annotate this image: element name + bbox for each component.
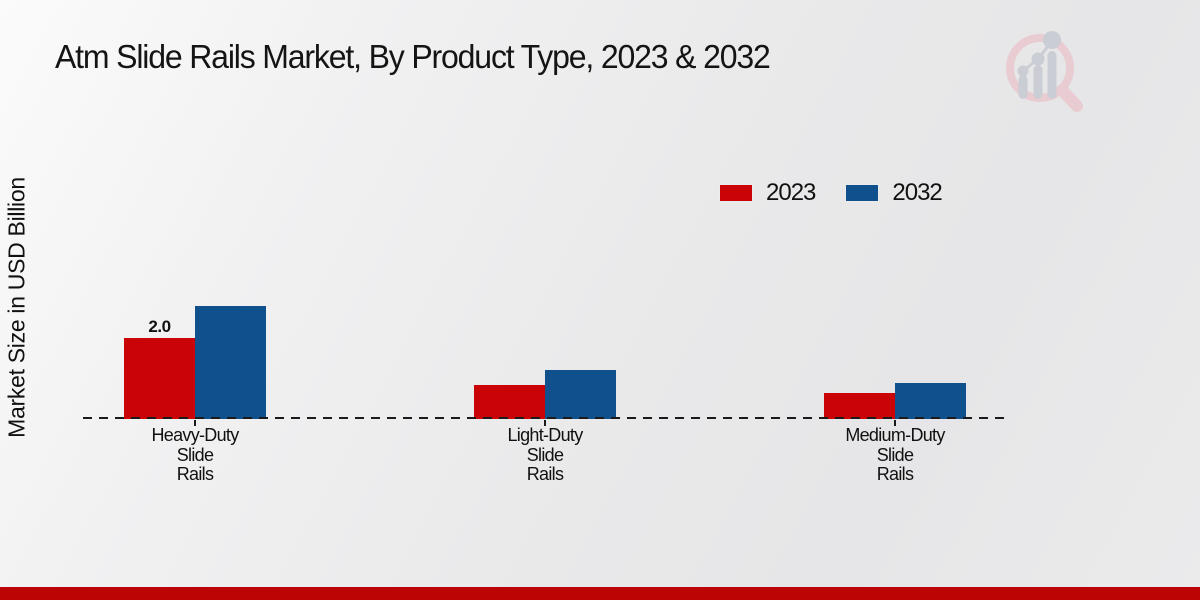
legend-item-2023: 2023 [719,179,816,207]
category-label-line: Heavy-Duty [151,425,239,445]
category-label-line: Slide [876,444,914,465]
x-axis-tick-heavy-duty-slide-rails [194,420,196,426]
legend-label-2023: 2023 [766,179,816,206]
legend-swatch-2023-icon [719,184,753,202]
bar-heavy-duty-slide-rails-2023 [124,338,195,419]
legend: 2023 2032 [719,179,943,207]
x-axis-baseline [83,417,1008,419]
category-label-medium-duty-slide-rails: Medium-Duty Slide Rails [815,425,975,485]
category-label-line: Slide [176,444,214,465]
x-axis-tick-medium-duty-slide-rails [894,420,896,426]
bar-medium-duty-slide-rails-2023 [824,393,895,419]
category-label-line: Slide [526,444,564,465]
footer-red-band [0,587,1200,600]
category-label-line: Rails [526,464,564,484]
bar-medium-duty-slide-rails-2032 [895,383,966,419]
category-label-heavy-duty-slide-rails: Heavy-Duty Slide Rails [115,425,275,485]
legend-swatch-2032-icon [845,184,880,202]
category-label-line: Rails [876,464,914,484]
legend-label-2032: 2032 [892,179,942,206]
bar-heavy-duty-slide-rails-2032 [195,306,266,419]
chart-title: Atm Slide Rails Market, By Product Type,… [55,38,771,75]
bar-light-duty-slide-rails-2032 [545,370,616,419]
category-label-light-duty-slide-rails: Light-Duty Slide Rails [465,425,625,485]
category-label-line: Rails [176,464,214,484]
category-label-line: Medium-Duty [845,425,945,445]
bar-value-label-heavy-duty-slide-rails-2023: 2.0 [148,317,171,336]
x-axis-tick-light-duty-slide-rails [544,420,546,426]
magnifier-bar-chart-logo-icon [993,24,1085,120]
category-label-line: Light-Duty [507,425,583,445]
legend-item-2032: 2032 [845,179,943,207]
bar-light-duty-slide-rails-2023 [474,385,545,419]
